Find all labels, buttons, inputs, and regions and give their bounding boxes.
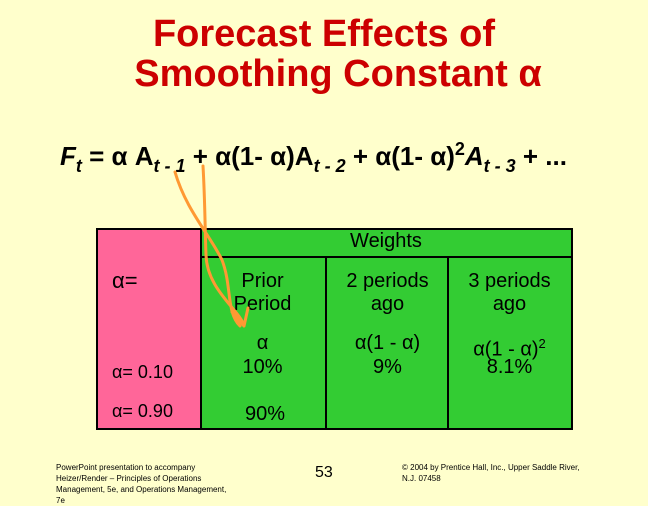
- col-header-3periods: 3 periods ago: [452, 270, 567, 316]
- col-header-2periods-l2: ago: [370, 293, 405, 315]
- footer-copyright-l2: N.J. 07458: [402, 474, 441, 483]
- col-header-3periods-l2: ago: [492, 293, 527, 315]
- footer-copyright-l1: © 2004 by Prentice Hall, Inc., Upper Sad…: [402, 463, 580, 472]
- col-header-prior-l1: Prior: [241, 270, 284, 292]
- weights-area-bg: [200, 230, 571, 428]
- formula-sub-t: t: [75, 156, 82, 176]
- col-header-2periods-l1: 2 periods: [346, 270, 429, 292]
- formula-sub-t2: t - 2: [313, 156, 346, 176]
- expr-2periods: α(1 - α): [354, 332, 421, 354]
- col-header-2periods: 2 periods ago: [330, 270, 445, 316]
- footer-credit-l1: PowerPoint presentation to accompany: [56, 463, 196, 472]
- formula-term2: + α(1- α)A: [185, 141, 314, 171]
- expr-3periods-base: α(1 - α): [473, 338, 539, 361]
- footer-copyright: © 2004 by Prentice Hall, Inc., Upper Sad…: [402, 462, 642, 484]
- column-divider: [200, 230, 202, 428]
- formula-exponent: 2: [454, 139, 465, 159]
- row-alpha-090-prior: 90%: [244, 403, 286, 425]
- footer-credit: PowerPoint presentation to accompany Hei…: [56, 462, 266, 506]
- row-alpha-010-prior: 10%: [242, 356, 283, 378]
- formula-term3: + α(1- α): [345, 141, 455, 171]
- alpha-equals-label: α=: [112, 268, 138, 293]
- alpha-column-bg: [98, 230, 200, 428]
- header-divider: [200, 256, 571, 258]
- page-number: 53: [315, 464, 333, 481]
- expr-3periods: α(1 - α)2: [452, 332, 567, 362]
- column-divider-2: [325, 258, 327, 428]
- weights-header: Weights: [350, 230, 422, 252]
- formula-term1: = α A: [81, 141, 154, 171]
- formula-sub-t1: t - 1: [153, 156, 186, 176]
- footer-credit-l2: Heizer/Render – Principles of Operations: [56, 474, 202, 483]
- slide-title-line2: Smoothing Constant α: [134, 53, 542, 95]
- expr-prior: α: [256, 332, 269, 354]
- formula-term3-a: A: [464, 141, 484, 171]
- formula-f: F: [60, 141, 76, 171]
- row-alpha-010-2periods: 9%: [373, 356, 402, 378]
- row-alpha-010-3periods: 8.1%: [486, 356, 533, 378]
- footer-credit-l4: 7e: [56, 496, 65, 505]
- expr-3periods-exp: 2: [538, 336, 546, 351]
- formula-ellipsis: + ...: [515, 141, 567, 171]
- formula-sub-t3: t - 3: [483, 156, 516, 176]
- smoothing-formula: Ft = α At - 1 + α(1- α)At - 2 + α(1- α)2…: [60, 139, 567, 177]
- slide-title-line1: Forecast Effects of: [152, 13, 496, 55]
- row-alpha-010-label: α= 0.10: [112, 362, 173, 382]
- column-divider-3: [447, 258, 449, 428]
- col-header-3periods-l1: 3 periods: [468, 270, 551, 292]
- row-alpha-090-label: α= 0.90: [112, 401, 173, 421]
- footer-credit-l3: Management, 5e, and Operations Managemen…: [56, 485, 227, 494]
